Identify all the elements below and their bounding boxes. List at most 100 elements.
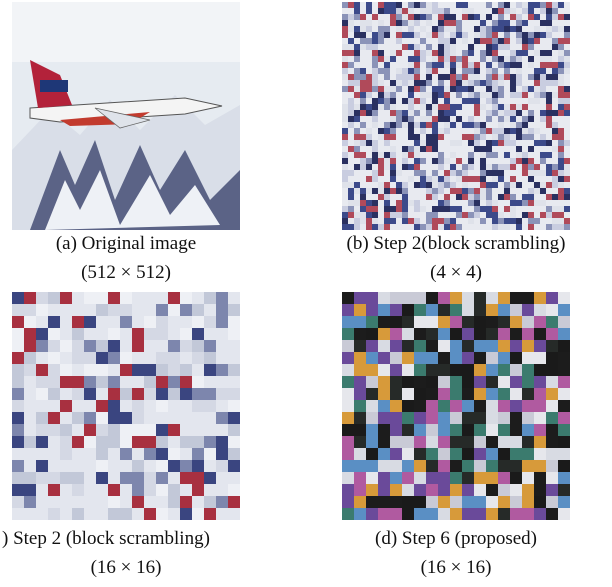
image-block xyxy=(342,152,348,158)
image-block xyxy=(156,400,168,412)
image-block xyxy=(558,134,564,140)
image-block xyxy=(426,44,432,50)
image-block xyxy=(450,26,456,32)
image-block xyxy=(486,194,492,200)
image-block xyxy=(456,116,462,122)
image-block xyxy=(420,176,426,182)
image-block xyxy=(432,158,438,164)
image-block xyxy=(156,424,168,436)
image-block xyxy=(414,80,420,86)
image-block xyxy=(420,122,426,128)
image-block xyxy=(432,2,438,8)
image-block xyxy=(342,2,348,8)
image-block xyxy=(450,472,462,484)
image-block xyxy=(216,388,228,400)
image-block xyxy=(354,8,360,14)
image-block xyxy=(546,170,552,176)
image-block xyxy=(342,316,354,328)
image-block xyxy=(474,146,480,152)
image-block xyxy=(540,68,546,74)
image-block xyxy=(378,8,384,14)
image-block xyxy=(474,26,480,32)
image-block xyxy=(498,212,504,218)
image-block xyxy=(498,194,504,200)
image-block xyxy=(498,44,504,50)
image-block xyxy=(168,340,180,352)
image-block xyxy=(462,14,468,20)
image-block xyxy=(558,206,564,212)
image-block xyxy=(450,44,456,50)
image-block xyxy=(462,400,474,412)
image-block xyxy=(462,68,468,74)
image-block xyxy=(96,304,108,316)
image-block xyxy=(420,8,426,14)
image-block xyxy=(402,388,414,400)
image-block xyxy=(492,218,498,224)
image-block xyxy=(522,316,534,328)
image-block xyxy=(372,206,378,212)
image-block xyxy=(192,316,204,328)
image-block xyxy=(12,424,24,436)
image-block xyxy=(426,8,432,14)
image-block xyxy=(492,92,498,98)
image-block xyxy=(342,400,354,412)
image-block xyxy=(414,292,426,304)
image-block xyxy=(564,104,570,110)
image-block xyxy=(438,182,444,188)
image-block xyxy=(402,340,414,352)
image-block xyxy=(504,38,510,44)
image-block xyxy=(132,436,144,448)
image-block xyxy=(342,206,348,212)
image-block xyxy=(528,32,534,38)
image-block xyxy=(456,158,462,164)
image-block xyxy=(498,8,504,14)
image-block xyxy=(108,436,120,448)
image-block xyxy=(228,424,240,436)
image-block xyxy=(354,412,366,424)
image-block xyxy=(354,484,366,496)
image-block xyxy=(390,164,396,170)
image-block xyxy=(396,86,402,92)
image-block xyxy=(366,224,372,230)
image-block xyxy=(486,62,492,68)
image-block xyxy=(390,8,396,14)
image-block xyxy=(444,104,450,110)
image-block xyxy=(450,14,456,20)
image-block xyxy=(486,110,492,116)
image-block xyxy=(390,328,402,340)
image-block xyxy=(414,508,426,520)
image-block xyxy=(168,460,180,472)
image-block xyxy=(348,44,354,50)
image-block xyxy=(144,472,156,484)
image-block xyxy=(192,400,204,412)
image-block xyxy=(342,364,354,376)
image-block xyxy=(528,194,534,200)
image-block xyxy=(468,140,474,146)
image-block xyxy=(360,14,366,20)
image-block xyxy=(468,164,474,170)
image-block xyxy=(408,86,414,92)
image-block xyxy=(366,200,372,206)
image-block xyxy=(438,158,444,164)
image-block xyxy=(498,56,504,62)
image-block xyxy=(438,200,444,206)
image-block xyxy=(438,304,450,316)
image-block xyxy=(354,110,360,116)
image-block xyxy=(546,56,552,62)
image-block xyxy=(414,146,420,152)
image-block xyxy=(486,92,492,98)
image-block xyxy=(534,128,540,134)
image-block xyxy=(414,340,426,352)
image-block xyxy=(390,218,396,224)
image-block xyxy=(360,20,366,26)
image-block xyxy=(522,212,528,218)
image-block xyxy=(558,158,564,164)
image-block xyxy=(456,2,462,8)
image-block xyxy=(354,26,360,32)
image-block xyxy=(180,376,192,388)
image-block xyxy=(372,224,378,230)
image-block xyxy=(372,56,378,62)
image-block xyxy=(432,62,438,68)
image-block xyxy=(534,50,540,56)
image-block xyxy=(180,472,192,484)
